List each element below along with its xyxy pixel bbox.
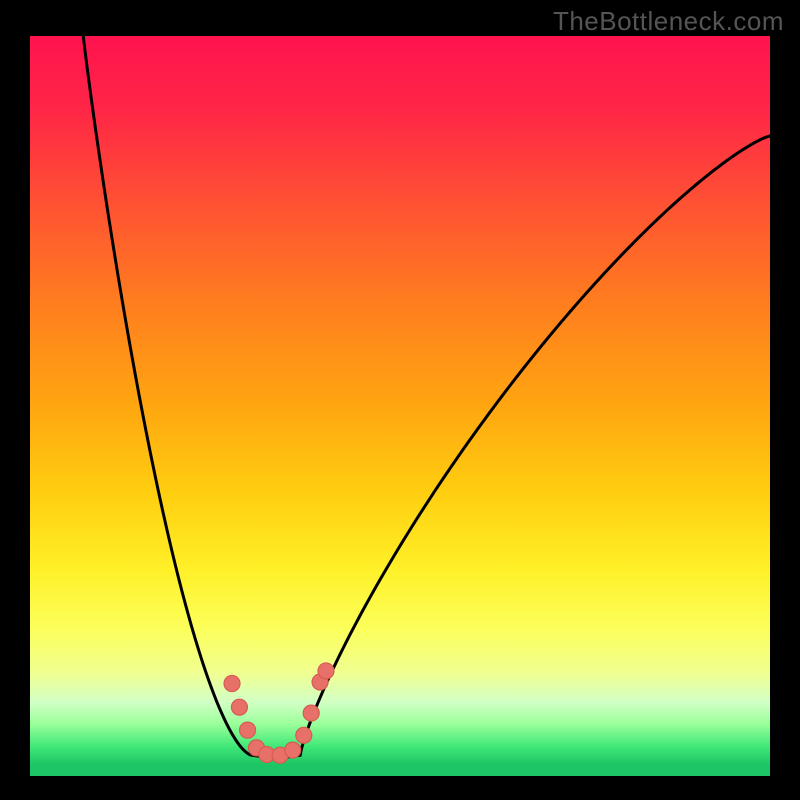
gradient-background [30, 36, 770, 776]
chart-container: TheBottleneck.com [0, 0, 800, 800]
gradient-plot-area [30, 36, 770, 776]
watermark-text: TheBottleneck.com [553, 6, 784, 37]
